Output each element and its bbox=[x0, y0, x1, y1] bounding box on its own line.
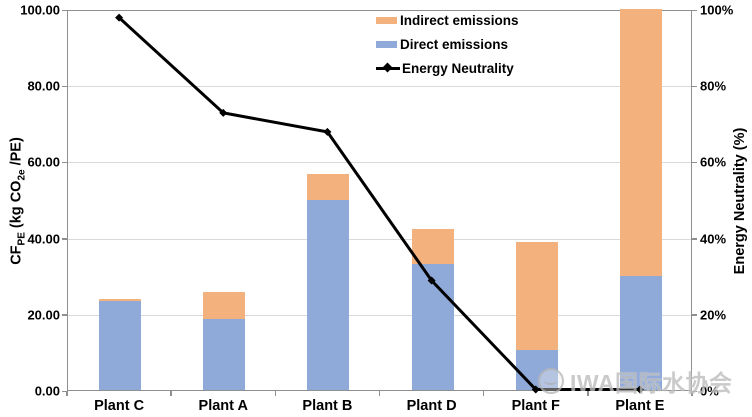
y-left-tick-mark bbox=[62, 314, 67, 316]
y-left-tick-mark bbox=[62, 238, 67, 240]
legend-item-indirect-emissions: Indirect emissions bbox=[376, 8, 519, 32]
y-right-tick-label: 20% bbox=[700, 307, 727, 323]
line-marker-diamond bbox=[635, 385, 644, 394]
x-axis-tick-mark bbox=[378, 391, 381, 396]
y-left-tick-label: 100.00 bbox=[20, 2, 60, 18]
direct-emissions-bar bbox=[203, 319, 246, 390]
x-axis-tick-mark bbox=[170, 391, 172, 396]
x-axis-tick-mark bbox=[482, 391, 485, 396]
energy-neutrality-polyline bbox=[118, 16, 640, 391]
y-right-tick-mark bbox=[692, 161, 697, 164]
x-axis-label: Plant D bbox=[406, 398, 457, 414]
indirect-emissions-bar bbox=[203, 292, 246, 320]
y-left-tick-mark bbox=[62, 85, 67, 88]
y-left-tick-label: 40.00 bbox=[27, 231, 60, 247]
y-right-tick-mark bbox=[692, 314, 697, 316]
direct-emissions-bar bbox=[307, 199, 350, 390]
x-axis-label: Plant E bbox=[615, 398, 665, 414]
gridline bbox=[68, 314, 691, 316]
y-right-tick-label: 100% bbox=[700, 2, 734, 18]
y-right-tick-mark bbox=[692, 9, 697, 11]
direct-emissions-swatch-icon bbox=[376, 40, 397, 48]
y-left-tick-label: 20.00 bbox=[27, 307, 60, 323]
y-left-tick-mark bbox=[62, 161, 67, 164]
direct-emissions-bar bbox=[411, 264, 454, 390]
y-right-tick-mark bbox=[692, 85, 697, 88]
indirect-emissions-bar bbox=[307, 173, 350, 200]
y-right-tick-label: 80% bbox=[700, 78, 727, 94]
line-marker-diamond bbox=[115, 13, 124, 22]
legend-label: Direct emissions bbox=[400, 36, 509, 52]
legend-label: Indirect emissions bbox=[400, 12, 519, 28]
line-marker-diamond bbox=[323, 127, 332, 136]
line-diamond-marker-icon bbox=[376, 62, 400, 73]
x-axis-label: Plant B bbox=[302, 398, 353, 414]
legend-item-energy-neutrality: Energy Neutrality bbox=[376, 56, 519, 80]
indirect-emissions-bar bbox=[99, 298, 142, 301]
line-marker-diamond bbox=[219, 108, 228, 117]
gridline bbox=[68, 238, 691, 240]
legend-item-direct-emissions: Direct emissions bbox=[376, 32, 519, 56]
line-marker-diamond bbox=[531, 385, 540, 394]
y-left-tick-label: 60.00 bbox=[27, 154, 60, 170]
x-axis-label: Plant A bbox=[198, 398, 248, 414]
y-left-tick-label: 0.00 bbox=[34, 383, 60, 399]
plot-area bbox=[67, 9, 692, 391]
gridline bbox=[68, 86, 691, 88]
indirect-emissions-bar bbox=[515, 242, 558, 351]
y-right-tick-label: 40% bbox=[700, 231, 727, 247]
x-axis-label: Plant F bbox=[511, 398, 560, 414]
indirect-emissions-bar bbox=[619, 9, 662, 277]
gridline bbox=[68, 162, 691, 164]
y-right-tick-mark bbox=[692, 390, 697, 392]
x-axis-label: Plant C bbox=[94, 398, 145, 414]
legend-label: Energy Neutrality bbox=[402, 60, 514, 76]
x-axis-tick-mark bbox=[66, 391, 68, 396]
y-right-tick-label: 60% bbox=[700, 154, 727, 170]
y-right-tick-label: 0% bbox=[700, 383, 719, 399]
x-axis-tick-mark bbox=[587, 391, 589, 396]
direct-emissions-bar bbox=[99, 300, 142, 390]
line-marker-diamond bbox=[427, 276, 436, 285]
legend: Indirect emissions Direct emissions Ener… bbox=[376, 8, 519, 80]
y-left-tick-mark bbox=[62, 9, 67, 11]
y-right-tick-mark bbox=[692, 238, 697, 240]
x-axis-tick-mark bbox=[691, 391, 693, 396]
direct-emissions-bar bbox=[619, 276, 662, 390]
indirect-emissions-swatch-icon bbox=[376, 16, 397, 24]
x-axis-tick-mark bbox=[274, 391, 277, 396]
y-left-tick-mark bbox=[62, 390, 67, 392]
indirect-emissions-bar bbox=[411, 228, 454, 265]
y-left-tick-label: 80.00 bbox=[27, 78, 60, 94]
